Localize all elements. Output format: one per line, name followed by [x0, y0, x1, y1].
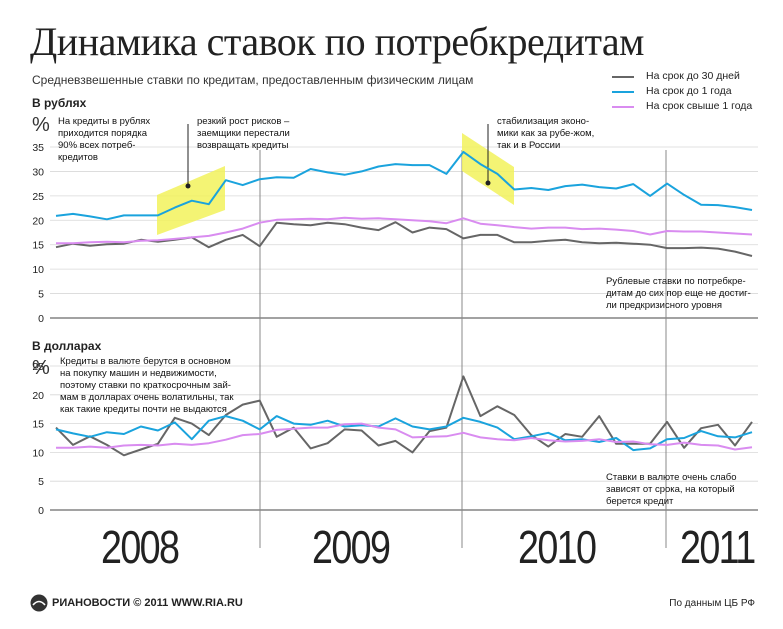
- ria-logo-icon: [30, 594, 48, 612]
- y-tick-label-rub: 20: [32, 215, 44, 227]
- legend-swatch-gray: [612, 76, 634, 78]
- legend-swatch-violet: [612, 106, 634, 108]
- annotation-dot-stabilization: [485, 180, 491, 186]
- annotation-dot-risk: [185, 183, 191, 189]
- footer-credit-text: РИАНОВОСТИ © 2011 WWW.RIA.RU: [52, 596, 243, 609]
- y-tick-label-usd: 15: [32, 419, 44, 431]
- y-tick-label-rub: 15: [32, 240, 44, 252]
- series-line-usd-over1y: [56, 422, 753, 451]
- y-tick-label-rub: 5: [38, 289, 44, 301]
- y-tick-label-rub: 25: [32, 191, 44, 203]
- series-line-usd-1y: [55, 415, 753, 452]
- series-line-usd-30d: [55, 375, 753, 457]
- annotation-risk: резкий рост рисков – заемщики перестали …: [197, 116, 290, 151]
- unit-label-rub: %: [32, 114, 50, 136]
- year-label-2010: 2010: [518, 521, 597, 573]
- footer-credit: РИАНОВОСТИ © 2011 WWW.RIA.RU: [30, 594, 243, 612]
- y-tick-label-rub: 0: [38, 313, 44, 325]
- y-tick-label-usd: 0: [38, 505, 44, 517]
- section-label-usd: В долларах: [32, 339, 102, 353]
- y-tick-label-usd: 25: [32, 361, 44, 373]
- annotation-usd-bottom: Ставки в валюте очень слабо зависят от с…: [606, 472, 737, 507]
- unit-label-usd: %: [32, 357, 50, 379]
- annotation-rub-share: На кредиты в рублях приходится порядка 9…: [58, 116, 151, 163]
- series-line-rub-over1y: [56, 216, 753, 245]
- year-label-2009: 2009: [312, 521, 391, 573]
- y-tick-label-rub: 10: [32, 264, 44, 276]
- y-tick-label-usd: 5: [38, 476, 44, 488]
- series-line-rub-1y: [55, 150, 753, 221]
- year-label-2011: 2011: [680, 521, 756, 573]
- page-title: Динамика ставок по потребкредитам: [30, 19, 645, 64]
- y-tick-label-rub: 30: [32, 166, 44, 178]
- legend-label: На срок до 1 года: [646, 85, 732, 97]
- y-tick-label-usd: 10: [32, 447, 44, 459]
- y-tick-label-rub: 35: [32, 142, 44, 154]
- y-tick-label-usd: 20: [32, 390, 44, 402]
- footer-source: По данным ЦБ РФ: [669, 598, 755, 609]
- annotation-rub-bottom: Рублевые ставки по потребкре-дитам до си…: [606, 276, 751, 311]
- annotation-stabilization: стабилизация эконо-мики как за рубе-жом,…: [497, 116, 595, 151]
- annotation-usd: Кредиты в валюте берутся в основном на п…: [60, 356, 234, 415]
- legend-swatch-blue: [612, 91, 634, 93]
- legend-label: На срок до 30 дней: [646, 70, 740, 82]
- year-label-2008: 2008: [101, 521, 180, 573]
- legend-label: На срок свыше 1 года: [646, 100, 753, 112]
- section-label-rub: В рублях: [32, 96, 87, 110]
- page-subtitle: Средневзвешенные ставки по кредитам, пре…: [32, 73, 474, 87]
